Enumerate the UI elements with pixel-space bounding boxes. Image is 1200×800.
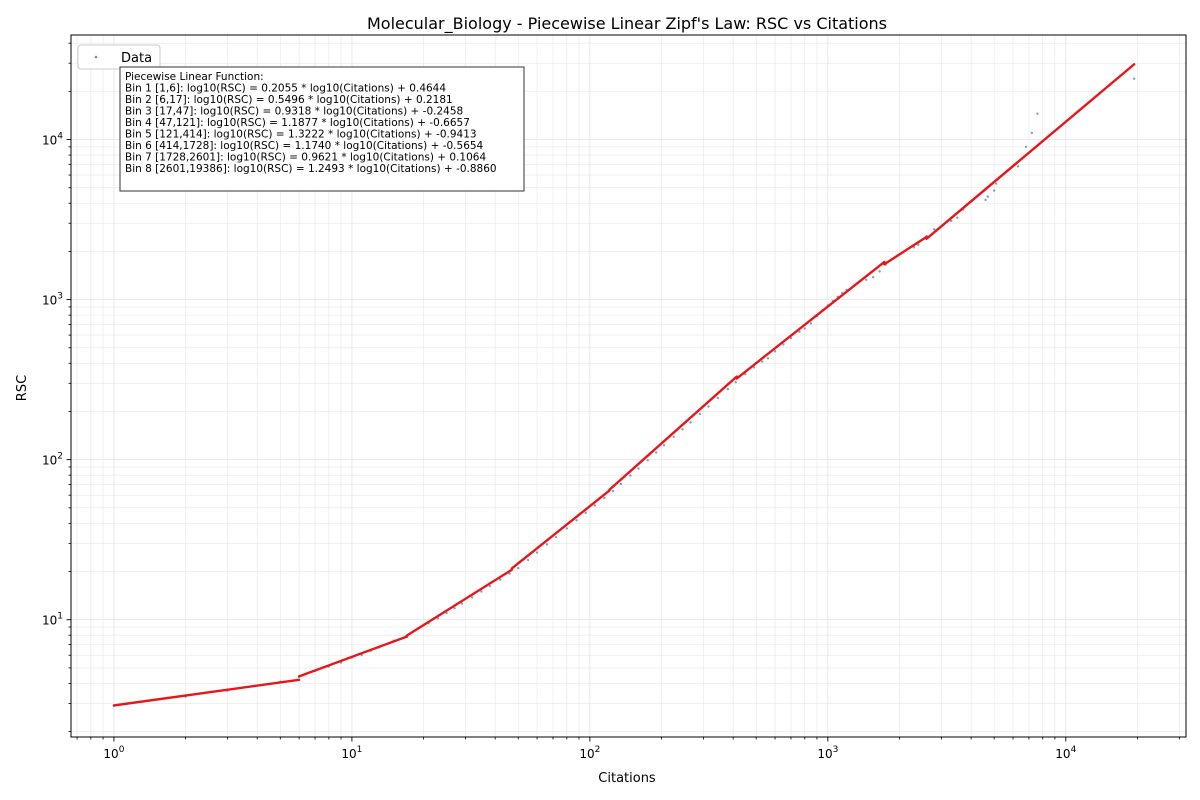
y-axis-label: RSC: [15, 375, 30, 401]
data-point: [488, 584, 492, 588]
data-point: [1030, 131, 1034, 135]
fit-box-header: Piecewise Linear Function:: [125, 71, 264, 83]
data-point: [752, 366, 756, 369]
fit-segment: [112, 678, 301, 707]
data-point: [986, 195, 989, 198]
data-point: [662, 444, 666, 447]
y-tick-label: 103: [42, 292, 63, 308]
chart-title: Molecular_Biology - Piecewise Linear Zip…: [367, 14, 887, 34]
fit-segment: [297, 635, 408, 678]
legend-frame: [77, 44, 161, 70]
data-point: [554, 535, 558, 539]
data-point: [956, 216, 959, 219]
fit-equation-line: Bin 5 [121,414]: log10(RSC) = 1.3222 * l…: [125, 129, 477, 141]
fit-segment: [735, 260, 886, 380]
data-point: [871, 276, 875, 279]
fit-equation-line: Bin 2 [6,17]: log10(RSC) = 0.5496 * log1…: [125, 94, 453, 106]
data-point: [689, 421, 692, 424]
fit-equation-line: Bin 1 [1,6]: log10(RSC) = 0.2055 * log10…: [125, 83, 446, 95]
data-point: [629, 474, 632, 477]
fit-segment: [608, 375, 738, 491]
data-point: [933, 228, 936, 231]
data-point: [545, 543, 549, 546]
data-point: [803, 327, 806, 330]
data-point: [584, 511, 587, 515]
legend-data-label: Data: [121, 51, 152, 66]
data-point: [798, 330, 801, 333]
fit-equation-lines: Bin 1 [1,6]: log10(RSC) = 0.2055 * log10…: [125, 83, 497, 176]
data-point: [453, 607, 456, 610]
fit-equation-line: Bin 3 [17,47]: log10(RSC) = 0.9318 * log…: [125, 106, 463, 118]
fit-equation-line: Bin 7 [1728,2601]: log10(RSC) = 0.9621 *…: [125, 152, 486, 164]
fit-box-frame: [119, 66, 525, 192]
data-point: [1016, 165, 1020, 168]
data-point: [637, 467, 640, 470]
fit-equation-line: Bin 4 [47,121]: log10(RSC) = 1.1877 * lo…: [125, 117, 470, 129]
data-point: [984, 198, 987, 202]
fit-segment: [405, 568, 514, 637]
data-point: [707, 405, 710, 408]
data-point: [1036, 112, 1039, 115]
x-axis-label: Citations: [598, 771, 656, 786]
legend-data-marker: [94, 55, 98, 59]
fit-segment: [925, 63, 1136, 240]
x-tick-label: 100: [103, 745, 124, 761]
data-point: [809, 322, 813, 325]
data-point: [593, 504, 597, 507]
data-point: [619, 482, 623, 486]
data-point: [480, 590, 483, 593]
data-point: [734, 380, 737, 384]
data-point: [611, 490, 615, 493]
data-point: [950, 219, 953, 223]
y-tick-label: 104: [42, 132, 63, 148]
legend: Data: [77, 44, 161, 70]
fit-equation-line: Bin 6 [414,1728]: log10(RSC) = 1.1740 * …: [125, 140, 484, 152]
data-point: [470, 596, 474, 599]
data-point: [603, 496, 606, 500]
data-point: [526, 558, 530, 562]
fit-equation-box: Piecewise Linear Function: Bin 1 [1,6]: …: [119, 66, 525, 192]
data-point: [508, 572, 511, 575]
plot-frame: [70, 34, 1187, 738]
data-point: [575, 519, 578, 522]
data-point: [499, 578, 502, 581]
fit-lines: [112, 63, 1136, 707]
data-point: [565, 527, 569, 530]
data-point: [646, 459, 649, 462]
data-point: [672, 435, 675, 438]
data-point: [517, 566, 520, 570]
data-point: [460, 602, 464, 605]
data-point: [766, 357, 770, 360]
data-point: [773, 350, 777, 353]
data-point: [535, 551, 539, 554]
data-point: [1024, 145, 1028, 149]
fit-segment: [510, 489, 611, 570]
data-point: [698, 412, 702, 416]
x-tick-label: 102: [579, 745, 600, 761]
x-tick-label: 101: [341, 745, 362, 761]
data-point: [917, 243, 920, 246]
data-point: [1133, 77, 1136, 80]
data-point: [681, 427, 684, 431]
fit-segment: [883, 235, 928, 266]
fit-equation-line: Bin 8 [2601,19386]: log10(RSC) = 1.2493 …: [125, 163, 497, 175]
axis-ticks: 100 101 102 103 104 101 102 103 104: [42, 42, 1180, 761]
data-point: [782, 343, 785, 346]
x-tick-label: 104: [1055, 745, 1076, 761]
y-tick-label: 102: [42, 452, 63, 468]
y-tick-label: 101: [42, 612, 63, 628]
data-point: [726, 387, 730, 391]
data-point: [995, 182, 998, 185]
x-tick-label: 103: [817, 745, 838, 761]
data-point: [716, 396, 720, 400]
data-point: [445, 611, 448, 615]
data-point: [655, 451, 658, 454]
data-point: [761, 360, 764, 363]
data-point: [992, 189, 996, 192]
data-point: [865, 278, 868, 281]
data-point: [878, 270, 881, 273]
